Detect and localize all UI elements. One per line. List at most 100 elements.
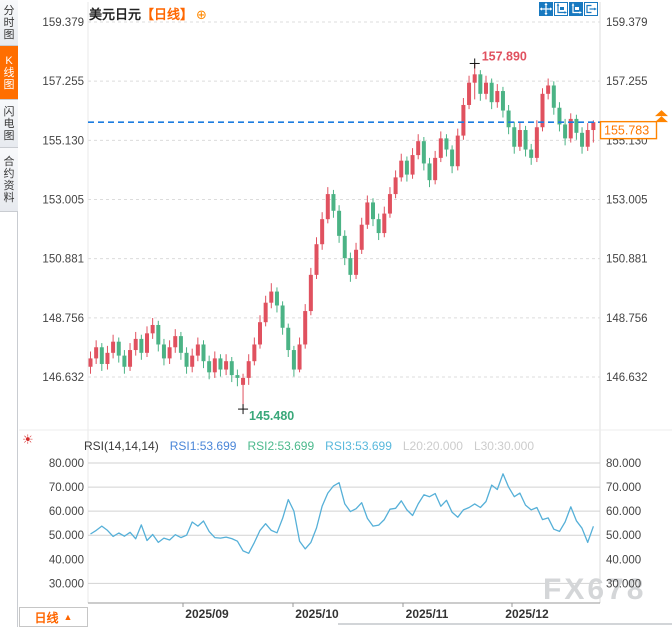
candle-down bbox=[450, 149, 455, 167]
candle-down bbox=[291, 350, 296, 370]
candle-up bbox=[303, 311, 308, 345]
last-price-value: 155.783 bbox=[604, 124, 649, 138]
candle-up bbox=[258, 322, 262, 345]
candle-down bbox=[337, 210, 342, 236]
x-axis-label: 2025/11 bbox=[406, 607, 449, 621]
candle-down bbox=[557, 107, 562, 125]
candle-up bbox=[246, 361, 251, 378]
rsi-tick-label-left: 40.000 bbox=[49, 554, 84, 566]
sidebar-tab-contract-info[interactable]: 合约资料 bbox=[0, 148, 18, 212]
candle-up bbox=[241, 377, 246, 385]
candle-up bbox=[585, 130, 590, 147]
price-tick-label-right: 159.379 bbox=[606, 17, 648, 29]
rsi-tick-label-left: 30.000 bbox=[49, 578, 84, 590]
scale-axis-filled-icon[interactable] bbox=[569, 2, 583, 16]
candle-up bbox=[212, 358, 217, 373]
price-tick-label-left: 148.756 bbox=[42, 313, 84, 325]
candle-up bbox=[354, 249, 359, 275]
price-tick-label-right: 153.005 bbox=[606, 195, 648, 207]
watermark: FX678 bbox=[543, 573, 646, 606]
candle-down bbox=[371, 202, 375, 220]
sidebar-tab-label: 闪电图 bbox=[3, 105, 15, 142]
candle-down bbox=[122, 355, 127, 367]
sidebar-tab-label: 分时图 bbox=[3, 4, 15, 41]
candle-up bbox=[387, 194, 392, 214]
indicator-settings-icon[interactable]: ☀ bbox=[22, 432, 34, 447]
last-price-box bbox=[599, 120, 658, 140]
candle-down bbox=[161, 344, 166, 359]
candle-up bbox=[455, 135, 460, 167]
period-tag: 【日线】 bbox=[141, 7, 194, 22]
candle-down bbox=[427, 163, 432, 181]
candle-up bbox=[252, 344, 257, 362]
x-axis-label: 2025/12 bbox=[505, 607, 549, 621]
sidebar-tab-lightning-chart[interactable]: 闪电图 bbox=[0, 100, 18, 148]
sidebar-tab-label: 合约资料 bbox=[3, 155, 15, 204]
candle-up bbox=[94, 347, 99, 359]
add-indicator-icon[interactable]: ⊕ bbox=[196, 7, 207, 22]
price-tick-label-right: 146.632 bbox=[606, 372, 648, 384]
candle-up bbox=[568, 118, 573, 139]
high-price-annotation: 157.890 bbox=[482, 49, 527, 63]
candle-down bbox=[444, 138, 449, 150]
candle-down bbox=[506, 110, 511, 128]
price-tick-label-left: 150.881 bbox=[42, 254, 84, 266]
candle-down bbox=[563, 124, 568, 139]
candle-down bbox=[201, 344, 206, 362]
candle-up bbox=[461, 104, 466, 136]
candle-up bbox=[195, 344, 200, 356]
candle-down bbox=[404, 160, 409, 175]
price-tick-label-left: 159.379 bbox=[42, 17, 84, 29]
candle-down bbox=[376, 219, 381, 234]
pan-right-icon[interactable] bbox=[584, 2, 598, 16]
symbol-name: 美元日元 bbox=[89, 7, 142, 22]
candle-up bbox=[393, 177, 398, 195]
candle-up bbox=[320, 219, 325, 245]
price-tick-label-left: 157.255 bbox=[42, 76, 84, 88]
candle-up bbox=[467, 82, 472, 105]
candle-up bbox=[88, 358, 93, 367]
rsi-tick-label-left: 70.000 bbox=[49, 482, 84, 494]
move-icon[interactable] bbox=[539, 2, 553, 16]
rsi-l30-level: L30:30.000 bbox=[473, 439, 534, 453]
rsi-tick-label-right: 50.000 bbox=[606, 530, 641, 542]
rsi-header: RSI(14,14,14) RSI1:53.699 RSI2:53.699 RS… bbox=[84, 439, 534, 453]
candle-down bbox=[348, 258, 353, 275]
candle-down bbox=[331, 194, 336, 211]
rsi-line bbox=[90, 473, 595, 554]
price-tick-label-right: 150.881 bbox=[606, 254, 648, 266]
candle-down bbox=[421, 141, 426, 164]
candle-down bbox=[274, 291, 279, 306]
scale-axis-icon[interactable] bbox=[554, 2, 568, 16]
candle-up bbox=[438, 138, 443, 158]
candle-up bbox=[410, 155, 415, 175]
candle-up bbox=[359, 224, 364, 250]
candle-up bbox=[167, 347, 172, 359]
candle-down bbox=[229, 361, 234, 376]
sidebar-tab-label: K线图 bbox=[3, 54, 15, 91]
x-axis-label: 2025/10 bbox=[295, 607, 339, 621]
candle-down bbox=[235, 375, 240, 378]
low-price-annotation: 145.480 bbox=[249, 409, 294, 423]
period-selector-button[interactable]: 日线 ▲ bbox=[19, 607, 88, 627]
sidebar: 分时图 K线图 闪电图 合约资料 bbox=[0, 0, 18, 627]
rsi3-value: RSI3:53.699 bbox=[325, 439, 392, 453]
period-label: 日线 bbox=[34, 610, 59, 625]
candle-down bbox=[184, 352, 189, 367]
candle-up bbox=[150, 324, 155, 334]
candle-down bbox=[99, 347, 104, 364]
candle-down bbox=[342, 235, 347, 259]
rsi-tick-label-right: 60.000 bbox=[606, 506, 641, 518]
candle-up bbox=[297, 344, 302, 370]
candle-up bbox=[325, 194, 330, 220]
sidebar-tab-candle-chart[interactable]: K线图 bbox=[0, 46, 18, 100]
candle-down bbox=[574, 118, 579, 133]
sidebar-tab-time-chart[interactable]: 分时图 bbox=[0, 0, 18, 46]
candle-up bbox=[263, 302, 268, 323]
rsi-tick-label-left: 50.000 bbox=[49, 530, 84, 542]
candle-up bbox=[365, 202, 370, 225]
candle-up bbox=[591, 122, 596, 131]
price-tick-label-right: 157.255 bbox=[606, 76, 648, 88]
